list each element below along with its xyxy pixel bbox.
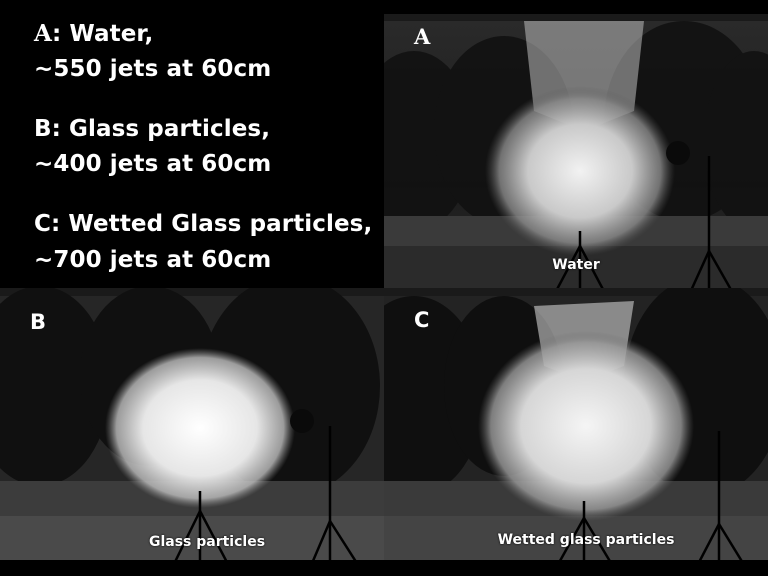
panel-c-tripod xyxy=(559,431,743,560)
legend-a-line1: A: Water, xyxy=(34,20,153,47)
panel-b-caption: Glass particles xyxy=(148,534,266,550)
panel-b-letter: B xyxy=(30,310,47,334)
panel-b-ground xyxy=(0,516,384,560)
legend-b-line1: B: Glass particles, xyxy=(34,116,271,142)
panel-a-water-burst xyxy=(485,86,675,256)
legend-text-block: A: Water, ~550 jets at 60cm B: Glass par… xyxy=(0,0,384,288)
panel-a-caption: Water xyxy=(552,257,600,273)
bottom-black-bar xyxy=(0,560,768,576)
panel-c-letter: C xyxy=(414,308,430,332)
panel-a-microphone xyxy=(666,141,690,165)
panel-b-microphone xyxy=(290,409,314,433)
legend-a-letter: A xyxy=(34,20,52,47)
panel-c-wetted-glass-photo: C Wetted glass particles xyxy=(384,288,768,560)
legend-c-line1: C: Wetted Glass particles, xyxy=(34,211,373,237)
panel-c-caption: Wetted glass particles xyxy=(497,532,675,548)
panel-a-letter: A xyxy=(414,24,431,49)
panel-a-scene xyxy=(384,21,768,288)
legend-c-line2: ~700 jets at 60cm xyxy=(34,247,272,273)
legend-a-label: : Water, xyxy=(51,21,154,47)
panel-c-scene xyxy=(384,288,768,560)
panel-b-glass-burst xyxy=(105,348,295,508)
legend-a-line2: ~550 jets at 60cm xyxy=(34,56,272,82)
panel-b-glass-photo: B Glass particles xyxy=(0,288,384,560)
panel-c-wetted-burst xyxy=(478,331,694,521)
legend-b-line2: ~400 jets at 60cm xyxy=(34,151,272,177)
panel-b-scene xyxy=(0,288,384,560)
panel-b-tripod xyxy=(174,426,357,560)
panel-a-water-photo: A Water xyxy=(384,14,768,288)
